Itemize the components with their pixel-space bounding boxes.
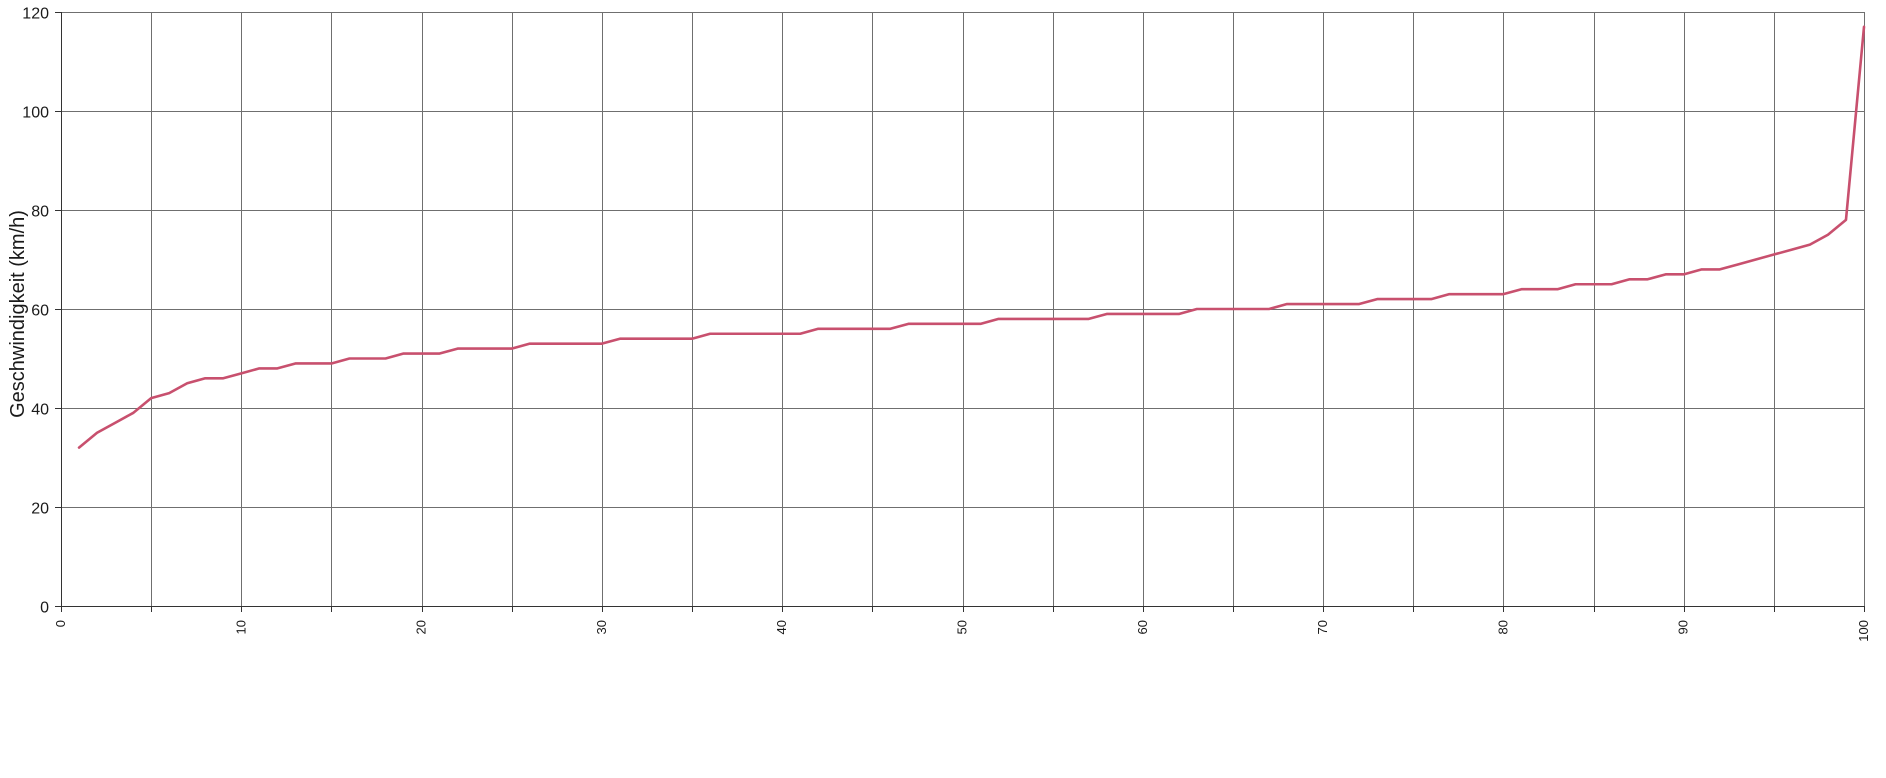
- y-tick-label: 40: [31, 402, 49, 419]
- x-tick-label: 10: [233, 620, 248, 634]
- y-tick-label: 60: [31, 303, 49, 320]
- grid: [61, 12, 1865, 607]
- x-tick-label: 20: [414, 620, 429, 634]
- y-tick-label: 100: [22, 105, 49, 122]
- x-tick-label: 70: [1315, 620, 1330, 634]
- y-axis-title: Geschwindigkeit (km/h): [7, 210, 29, 418]
- axes: [55, 12, 1865, 612]
- y-tick-label: 0: [40, 600, 49, 617]
- x-tick-label: 80: [1495, 620, 1510, 634]
- y-tick-label: 80: [31, 204, 49, 221]
- x-tick-label: 90: [1676, 620, 1691, 634]
- x-tick-label: 100: [1856, 620, 1871, 642]
- tick-labels: 0 20 40 60 80 100 120 0 10 20 30 40 50 60 70 80 90 100: [22, 6, 1871, 642]
- speed-series-line: [77, 25, 1866, 449]
- x-tick-label: 0: [53, 620, 68, 627]
- x-tick-label: 30: [594, 620, 609, 634]
- y-tick-label: 120: [22, 6, 49, 23]
- y-tick-label: 20: [31, 501, 49, 518]
- x-tick-label: 60: [1135, 620, 1150, 634]
- x-tick-label: 40: [774, 620, 789, 634]
- series: [77, 25, 1866, 449]
- x-tick-label: 50: [955, 620, 970, 634]
